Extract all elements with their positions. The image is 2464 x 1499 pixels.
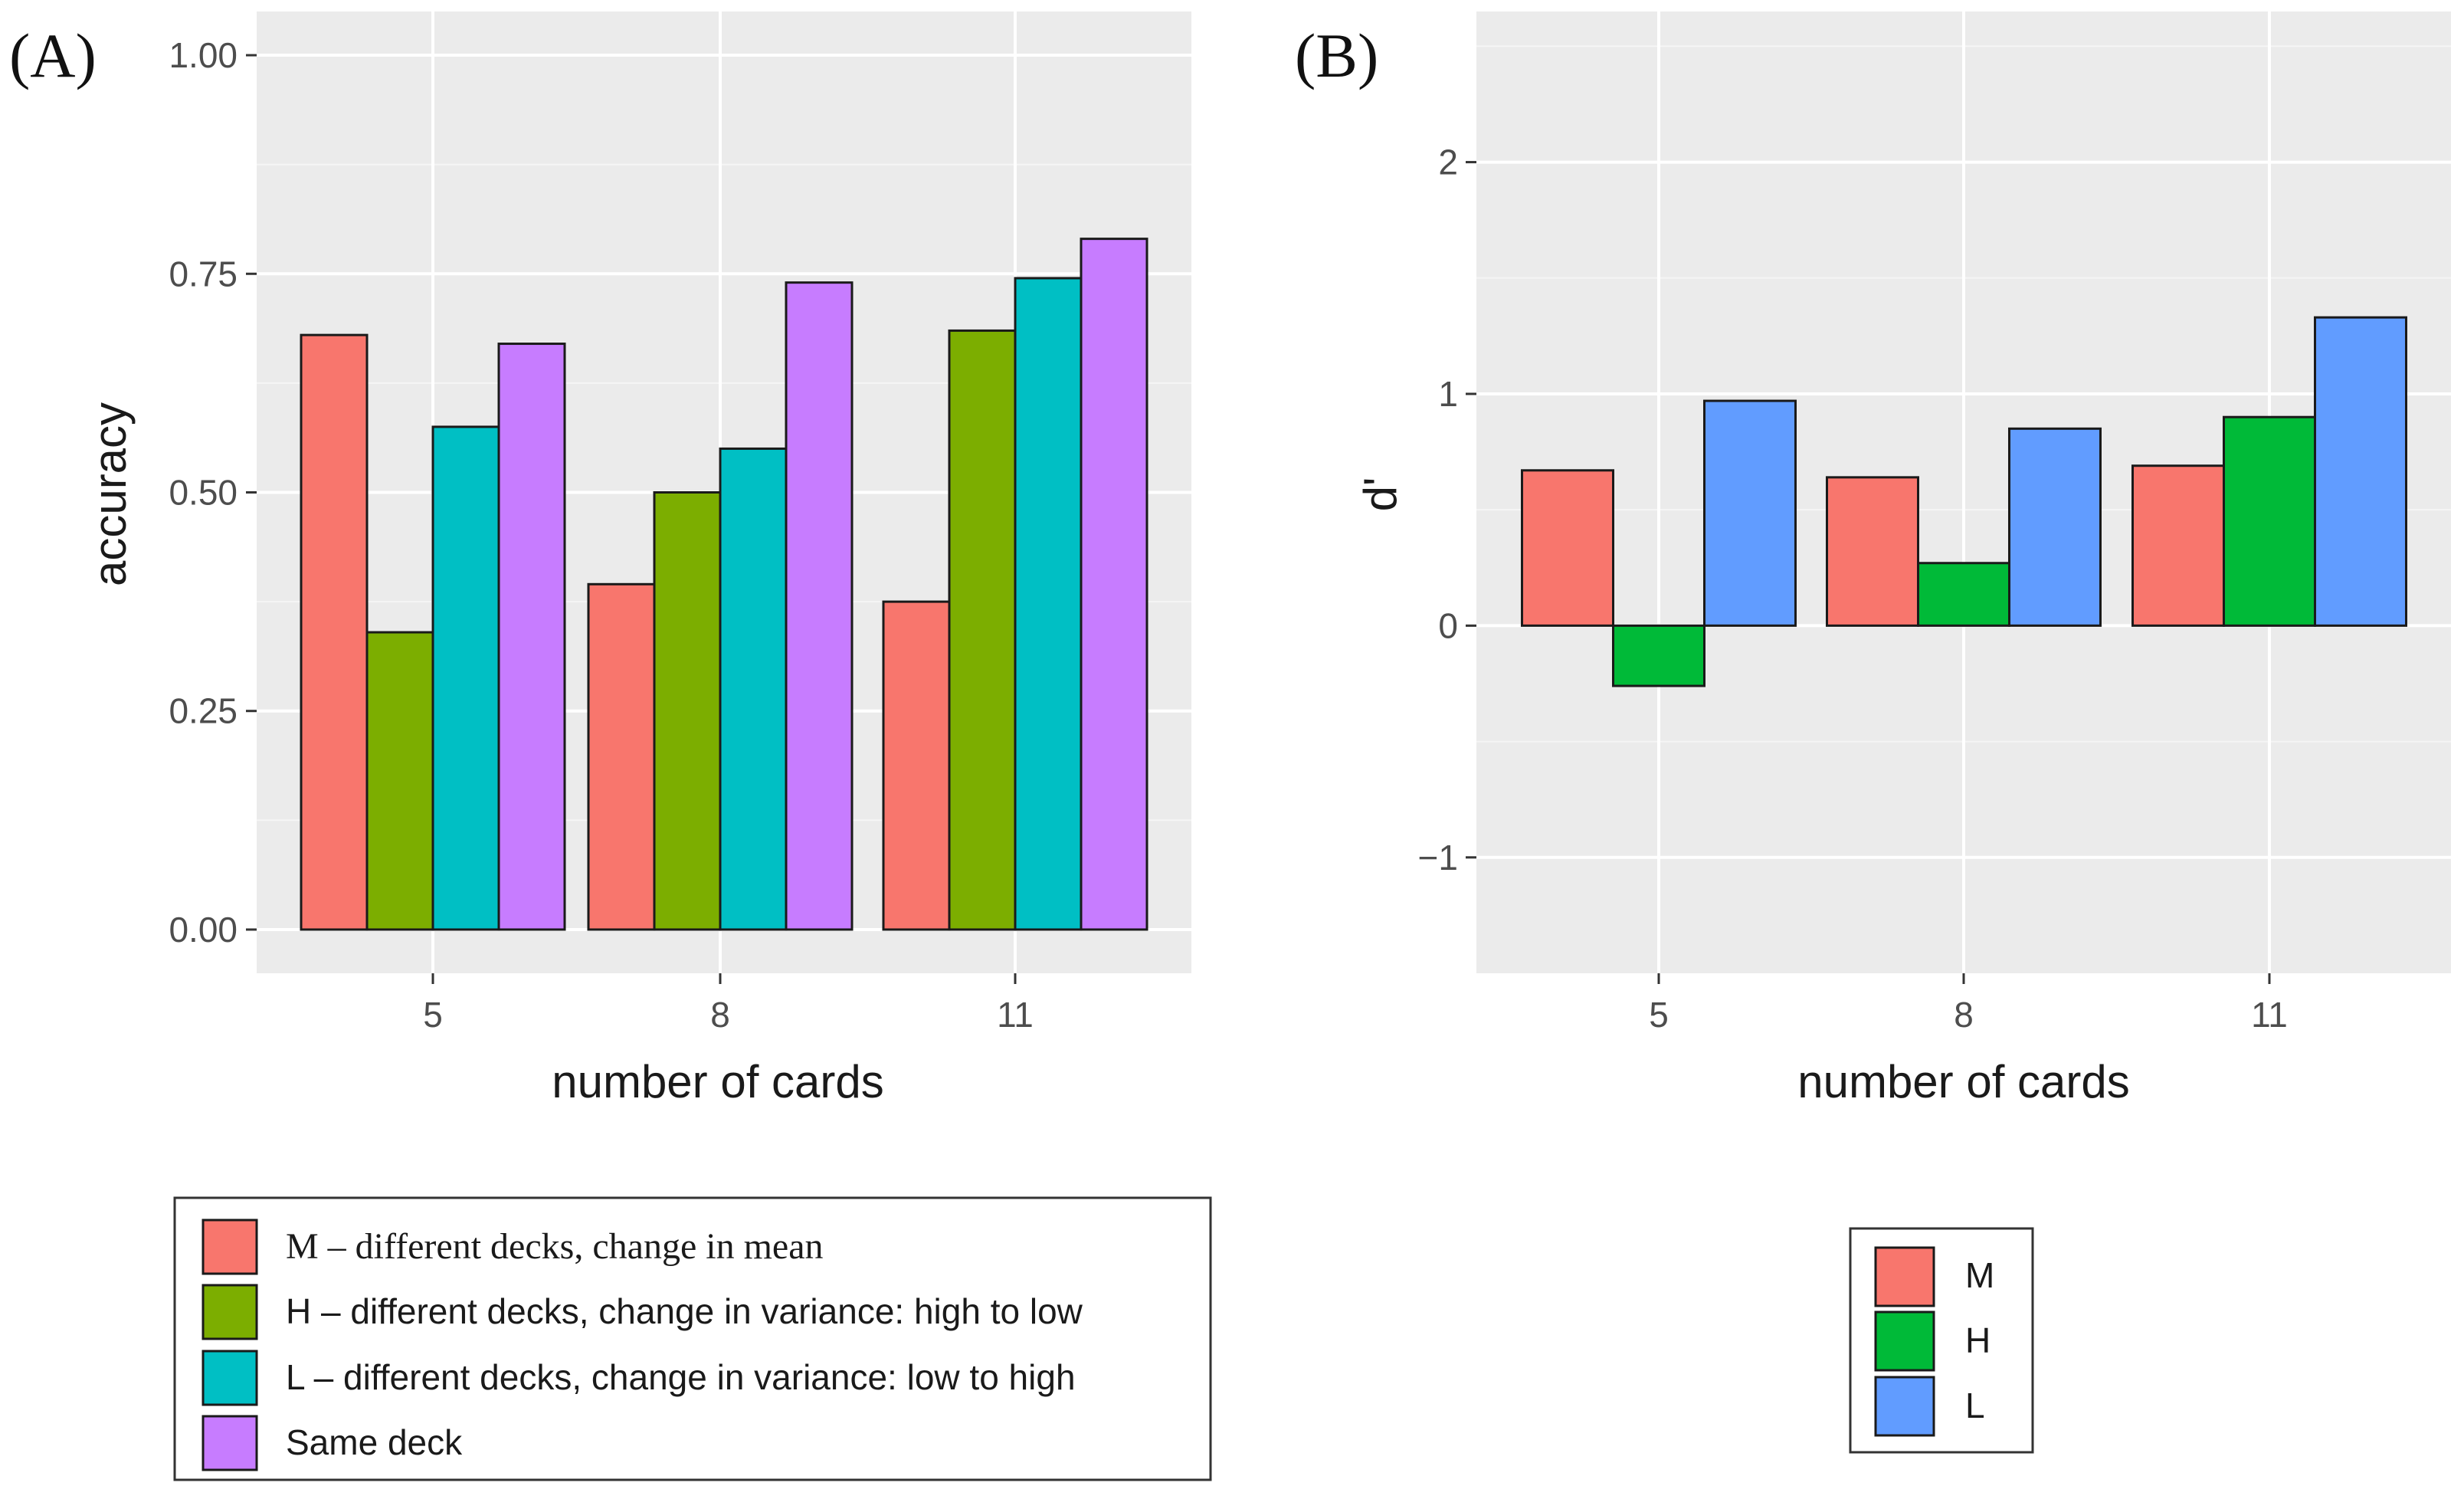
y-tick-label: 0.00 (169, 910, 238, 950)
y-tick-label: 0 (1438, 605, 1458, 645)
legend-a-label-same: Same deck (286, 1422, 463, 1462)
legend-a-swatch-same (202, 1415, 258, 1471)
bar-m-5 (1521, 469, 1614, 627)
panel-a: (A) 0.00 0.25 0.50 0.75 1.00 5 8 11 number of … (9, 11, 1191, 1107)
legend-b-swatch-h (1874, 1310, 1935, 1372)
bar-m-8 (1826, 476, 1919, 627)
panel-a-y-ticks: 0.00 0.25 0.50 0.75 1.00 (169, 35, 257, 950)
bar-h-11 (948, 329, 1017, 931)
panel-a-legend-box (173, 1196, 1212, 1481)
x-tick-label: 5 (423, 995, 443, 1035)
panel-a-bars (300, 238, 1148, 931)
legend-b-label-h: H (1965, 1320, 1991, 1360)
panel-b-x-ticks: 5 8 11 (1649, 973, 2288, 1035)
bar-l-8 (2008, 427, 2102, 627)
legend-a-label-l: L – different decks, change in variance:… (286, 1357, 1076, 1397)
legend-b-label-m: M (1965, 1255, 1994, 1295)
y-tick-label: 0.75 (169, 254, 238, 294)
bar-m-5 (300, 333, 369, 931)
legend-a-label-m: M – different decks, change in mean (286, 1226, 824, 1267)
x-tick-label: 5 (1649, 995, 1669, 1035)
panel-b-y-ticks: −1 0 1 2 (1418, 143, 1476, 877)
x-tick-label: 8 (710, 995, 730, 1035)
panel-a-x-ticks: 5 8 11 (423, 973, 1034, 1035)
legend-a-label-h: H – different decks, change in variance:… (286, 1291, 1083, 1331)
y-tick-label: 1 (1438, 374, 1458, 414)
bar-l-8 (719, 447, 788, 931)
panel-b-label: (B) (1295, 21, 1378, 90)
bar-h-11 (2223, 415, 2316, 627)
legend-b-swatch-m (1874, 1246, 1935, 1307)
panel-a-label: (A) (9, 21, 97, 90)
panel-a-y-axis-title: accuracy (84, 402, 136, 586)
x-tick-label: 11 (2251, 995, 2288, 1035)
x-tick-label: 11 (997, 995, 1034, 1035)
panel-b: (B) −1 0 1 2 5 8 11 number of cards d' (1295, 11, 2451, 1107)
bar-l-5 (1703, 399, 1797, 627)
bar-s-8 (785, 281, 854, 931)
y-tick-label: 0.25 (169, 691, 238, 731)
bar-s-5 (497, 343, 566, 931)
bar-l-5 (431, 425, 500, 931)
bar-h-8 (653, 491, 722, 931)
bar-h-5 (365, 631, 434, 931)
y-tick-label: 1.00 (169, 35, 238, 75)
legend-a-swatch-m (202, 1219, 258, 1275)
panel-a-legend: M – different decks, change in mean H – … (173, 1196, 1212, 1481)
panel-b-y-axis-title: d' (1355, 477, 1406, 512)
panel-a-x-axis-title: number of cards (552, 1056, 884, 1107)
y-tick-label: 2 (1438, 143, 1458, 182)
bar-m-11 (882, 600, 951, 931)
bar-m-8 (587, 582, 656, 931)
legend-b-swatch-l (1874, 1376, 1935, 1437)
bar-h-8 (1917, 562, 2010, 627)
panel-b-bars (1521, 316, 2407, 687)
bar-s-11 (1080, 238, 1148, 931)
legend-b-label-l: L (1965, 1386, 1985, 1425)
x-tick-label: 8 (1954, 995, 1974, 1035)
y-tick-label: −1 (1418, 838, 1458, 877)
panel-b-x-axis-title: number of cards (1797, 1056, 2130, 1107)
bar-m-11 (2131, 464, 2225, 627)
bar-l-11 (1014, 277, 1083, 931)
panel-b-legend: M H L (1849, 1227, 2034, 1454)
legend-a-swatch-h (202, 1284, 258, 1340)
legend-a-swatch-l (202, 1350, 258, 1406)
y-tick-label: 0.50 (169, 473, 238, 513)
bar-h-5 (1612, 624, 1705, 687)
bar-l-11 (2314, 316, 2407, 627)
